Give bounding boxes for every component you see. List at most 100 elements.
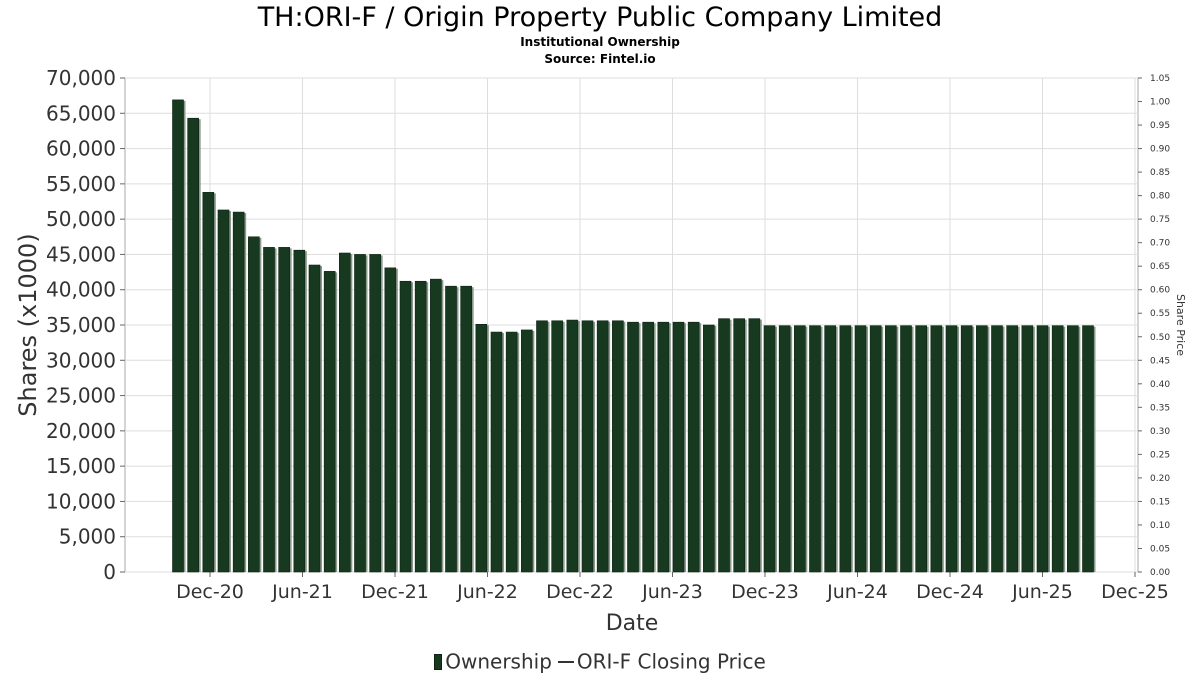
y2-tick-label: 0.05 [1150,544,1170,554]
y2-tick-label: 0.70 [1150,239,1170,249]
x-tick-label: Dec-22 [546,581,614,603]
x-tick-label: Dec-25 [1101,581,1169,603]
y2-tick-label: 0.75 [1150,215,1170,225]
x-tick-label: Dec-20 [176,581,244,603]
y2-tick-label: 0.60 [1150,286,1170,296]
ownership-bar [354,254,366,573]
x-axis-title: Date [606,611,659,636]
ownership-bar [323,271,336,573]
chart-title: TH:ORI-F / Origin Property Public Compan… [257,2,943,33]
y2-tick-label: 0.85 [1150,168,1170,178]
y2-tick-label: 0.30 [1150,427,1170,437]
ownership-bar [430,278,442,573]
chart-legend: Ownership ORI-F Closing Price [0,648,1200,674]
y-tick-label: 35,000 [46,313,116,337]
ownership-bar [566,319,579,573]
y2-tick-label: 0.20 [1150,474,1170,484]
ownership-bar [293,249,306,573]
ownership-bar [1067,325,1079,573]
y2-tick-label: 1.00 [1150,98,1170,108]
chart-source: Source: Fintel.io [544,52,656,66]
y2-tick-label: 0.90 [1150,145,1170,155]
ownership-bar [733,318,745,573]
ownership-bar [217,209,230,573]
x-tick-label: Dec-23 [731,581,799,603]
y2-tick-label: 0.25 [1150,450,1170,460]
x-tick-label: Jun-21 [271,581,333,603]
ownership-bar [232,211,245,573]
ownership-bar [839,325,852,573]
ownership-legend-label: Ownership [445,649,552,674]
price-legend-swatch [557,660,574,663]
x-tick-label: Jun-25 [1011,581,1073,603]
y-tick-label: 60,000 [46,137,116,161]
ownership-bar [399,280,412,573]
y-tick-label: 5,000 [59,525,116,549]
ownership-bar [657,321,670,573]
y-tick-label: 0 [103,560,116,584]
y2-tick-label: 0.10 [1150,521,1170,531]
ownership-bar [505,331,518,573]
ownership-bar [900,325,912,573]
chart-subtitle: Institutional Ownership [520,35,680,49]
ownership-bar [536,320,548,573]
ownership-bar [278,247,290,573]
ownership-bar [308,264,321,573]
x-tick-label: Dec-21 [361,581,429,603]
y2-tick-label: 0.45 [1150,356,1170,366]
y2-tick-label: 0.15 [1150,497,1170,507]
ownership-bar [869,325,882,573]
y2-tick-label: 0.50 [1150,333,1170,343]
ownership-bar [551,320,563,573]
x-tick-label: Dec-24 [916,581,984,603]
ownership-bar [596,320,609,573]
ownership-legend-swatch [434,653,443,670]
y-tick-label: 10,000 [46,489,116,513]
ownership-bar [809,325,821,573]
y2-tick-label: 0.40 [1150,380,1170,390]
ownership-bar [703,324,715,573]
ownership-bar [172,99,184,573]
y-tick-label: 15,000 [46,454,116,478]
y-tick-label: 40,000 [46,278,116,302]
ownership-bar [945,325,958,573]
ownership-bar [1051,325,1064,573]
ownership-bar [1021,325,1034,573]
y2-tick-label: 0.35 [1150,403,1170,413]
y-axis-title: Shares (x1000) [14,233,42,416]
x-tick-label: Jun-22 [456,581,518,603]
ownership-bar [1036,325,1049,573]
ownership-bar [794,325,806,573]
ownership-bar [687,321,700,573]
ownership-bar [778,325,791,573]
y-tick-label: 55,000 [46,172,116,196]
price-legend-label: ORI-F Closing Price [576,649,766,674]
ownership-bar [854,325,867,573]
ownership-bar [718,318,730,573]
y-tick-label: 20,000 [46,419,116,443]
x-tick-label: Jun-24 [826,581,888,603]
ownership-bar [369,254,381,573]
ownership-bar [490,331,503,573]
ownership-bar [460,285,472,573]
ownership-bar [339,252,351,573]
ownership-bar [384,267,397,573]
ownership-bar [930,325,943,573]
ownership-bar [475,323,488,573]
y2-tick-label: 0.55 [1150,309,1170,319]
y2-tick-label: 0.95 [1150,121,1170,131]
y-tick-label: 25,000 [46,384,116,408]
y2-tick-label: 1.05 [1150,74,1170,84]
y2-tick-label: 0.80 [1150,192,1170,202]
ownership-bar [763,325,776,573]
ownership-bar [414,280,427,573]
y2-axis-title: Share Price [1174,294,1187,356]
ownership-bar [672,321,685,573]
ownership-bar [248,236,260,573]
ownership-bar [960,325,973,573]
ownership-bar [581,320,594,573]
y-tick-label: 45,000 [46,242,116,266]
ownership-bar [991,325,1003,573]
ownership-bar [976,325,988,573]
